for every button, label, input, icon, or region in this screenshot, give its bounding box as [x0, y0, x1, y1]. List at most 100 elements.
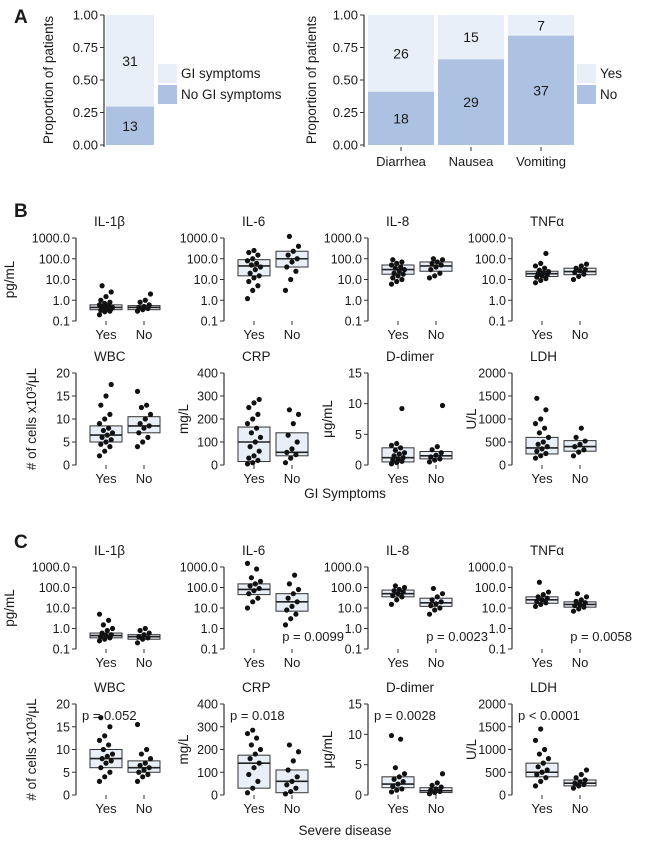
data-point [401, 771, 408, 777]
data-point [545, 756, 552, 762]
data-point [247, 270, 253, 276]
data-point [107, 411, 113, 417]
bar-segment-no [368, 91, 434, 145]
data-point [98, 765, 104, 771]
data-point [288, 788, 294, 795]
data-point [544, 444, 550, 450]
y-tick-label: 10 [56, 413, 70, 427]
data-point [535, 441, 541, 447]
data-point [140, 439, 146, 445]
data-point [433, 786, 439, 792]
data-point [538, 277, 544, 284]
y-tick-label: 1500 [478, 720, 506, 734]
data-point [285, 252, 291, 258]
x-tick-label: Yes [531, 801, 553, 816]
y-tick-label: 10.0 [194, 602, 218, 616]
data-point [96, 638, 103, 644]
panel-letter-c: C [14, 532, 28, 553]
legend-label: No [600, 87, 617, 102]
data-point [399, 276, 405, 283]
data-point [147, 291, 154, 297]
data-point [438, 262, 444, 268]
bar-segment-yes [508, 15, 574, 36]
data-point [394, 597, 400, 603]
x-tick-label: No [136, 327, 153, 342]
data-point [292, 572, 298, 578]
data-point [147, 411, 154, 417]
data-point [535, 594, 541, 600]
y-tick-label: 100 [197, 766, 218, 780]
data-point [390, 593, 396, 599]
data-point [250, 785, 256, 791]
data-point [136, 304, 142, 311]
data-point [428, 603, 434, 609]
data-point [400, 779, 406, 785]
data-point [248, 742, 254, 748]
data-point [109, 751, 116, 757]
data-point [282, 287, 289, 293]
y-tick-label: 1.0 [53, 622, 70, 636]
data-point [109, 430, 116, 436]
data-point [538, 416, 544, 422]
bar-segment-yes [368, 15, 434, 92]
data-point [543, 775, 549, 781]
data-point [400, 589, 406, 595]
data-point [433, 264, 439, 270]
y-tick-label: 0.75 [73, 40, 98, 55]
data-point [106, 742, 112, 748]
y-axis-title: # of cells x10³/μL [24, 698, 39, 801]
y-tick-label: 0.1 [489, 315, 506, 329]
data-point [134, 778, 141, 784]
y-axis-title: mg/L [176, 404, 191, 435]
p-value: p = 0.0058 [570, 629, 632, 644]
y-tick-label: 1500 [478, 390, 506, 404]
data-point [573, 434, 579, 440]
data-point [532, 421, 539, 427]
legend-swatch [577, 64, 596, 83]
data-point [432, 273, 438, 279]
y-tick-label: 5 [355, 428, 362, 442]
data-point [145, 771, 151, 778]
bar-count-label: 15 [463, 29, 479, 45]
data-point [286, 581, 292, 587]
data-point [250, 599, 256, 605]
data-point [247, 444, 253, 450]
x-tick-label: No [284, 327, 301, 342]
bar-segment-yes [438, 15, 504, 60]
data-point [429, 782, 435, 788]
boxplot-panel-il8: IL-8 0.1 1.0 10.0 100.0 1000.0 Yes No [324, 214, 453, 342]
y-tick-label: 500 [485, 436, 506, 450]
data-point [396, 774, 402, 780]
x-tick-label: Yes [387, 471, 409, 486]
panel-title: D-dimer [386, 680, 435, 695]
data-point [147, 756, 154, 762]
data-point [577, 601, 583, 607]
data-point [544, 595, 550, 601]
data-point [252, 751, 258, 757]
data-point [286, 742, 292, 748]
data-point [255, 252, 261, 258]
data-point [108, 437, 114, 443]
data-point [295, 243, 302, 249]
data-point [142, 625, 148, 632]
data-point [256, 448, 262, 454]
y-tick-label: 500 [485, 766, 506, 780]
y-tick-label: 1000.0 [32, 232, 70, 246]
data-point [106, 425, 112, 431]
data-point [429, 447, 435, 453]
data-point [102, 300, 108, 307]
data-point [244, 605, 251, 611]
data-point [536, 430, 543, 436]
y-tick-label: 0.00 [333, 138, 358, 153]
x-tick-label: No [428, 471, 445, 486]
y-axis-title: μg/mL [320, 730, 335, 768]
data-point [295, 411, 302, 417]
panel-letter-b: B [14, 201, 28, 222]
data-point [430, 256, 436, 262]
data-point [583, 261, 590, 267]
data-point [539, 769, 545, 775]
y-axis-title: μg/mL [320, 400, 335, 438]
y-tick-label: 10 [348, 397, 362, 411]
